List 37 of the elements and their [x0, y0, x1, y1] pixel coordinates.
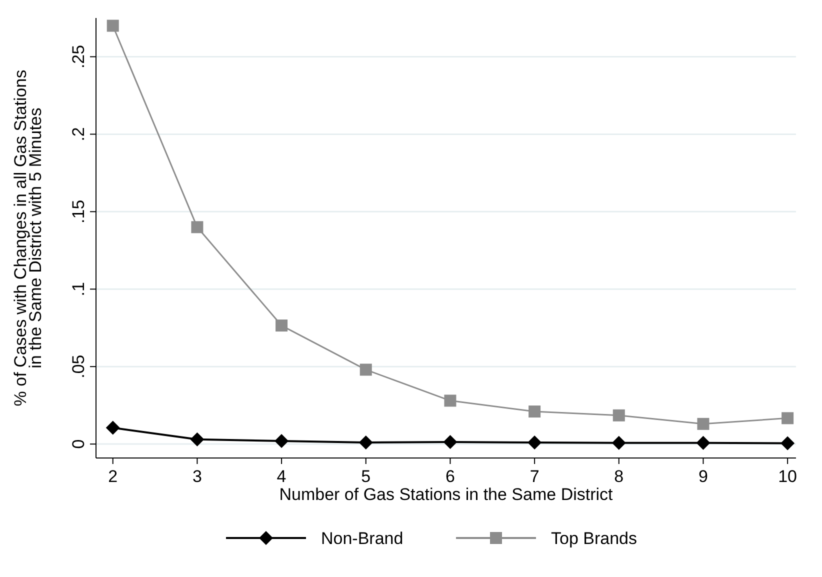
point — [444, 394, 456, 407]
point — [612, 436, 626, 450]
y-tick-label: .1 — [69, 282, 88, 296]
x-tick-label: 10 — [778, 467, 798, 486]
y-tick-label: .05 — [69, 354, 88, 378]
y-tick-label: .2 — [69, 127, 88, 142]
y-tick-label: .25 — [69, 44, 88, 69]
point — [443, 435, 458, 450]
y-axis-title: % of Cases with Changes in all Gas Stations in the Same District with 5 Minutes — [11, 70, 45, 406]
x-tick-label: 2 — [108, 467, 118, 486]
point — [697, 418, 710, 430]
point — [528, 406, 541, 418]
legend-label: Non-Brand — [321, 529, 404, 548]
x-tick-label: 6 — [445, 467, 455, 486]
legend-label: Top Brands — [551, 529, 637, 548]
point — [106, 420, 120, 435]
x-tick-label: 8 — [614, 467, 624, 486]
point — [276, 320, 288, 332]
y-tick-label: .15 — [69, 200, 88, 224]
x-axis-title: Number of Gas Stations in the Same District — [279, 485, 614, 504]
point — [191, 221, 204, 234]
point — [190, 432, 204, 446]
point — [358, 436, 373, 450]
point — [780, 436, 795, 450]
y-tick-label: 0 — [69, 439, 88, 449]
point — [696, 436, 710, 450]
x-tick-label: 7 — [530, 467, 540, 486]
x-tick-label: 5 — [361, 467, 371, 486]
point — [106, 20, 119, 32]
point — [782, 412, 794, 424]
point — [528, 436, 542, 450]
point — [612, 409, 625, 422]
x-tick-label: 3 — [192, 467, 202, 486]
x-tick-label: 9 — [698, 467, 708, 486]
point — [274, 434, 289, 448]
point — [360, 364, 372, 376]
x-tick-label: 4 — [276, 467, 286, 486]
